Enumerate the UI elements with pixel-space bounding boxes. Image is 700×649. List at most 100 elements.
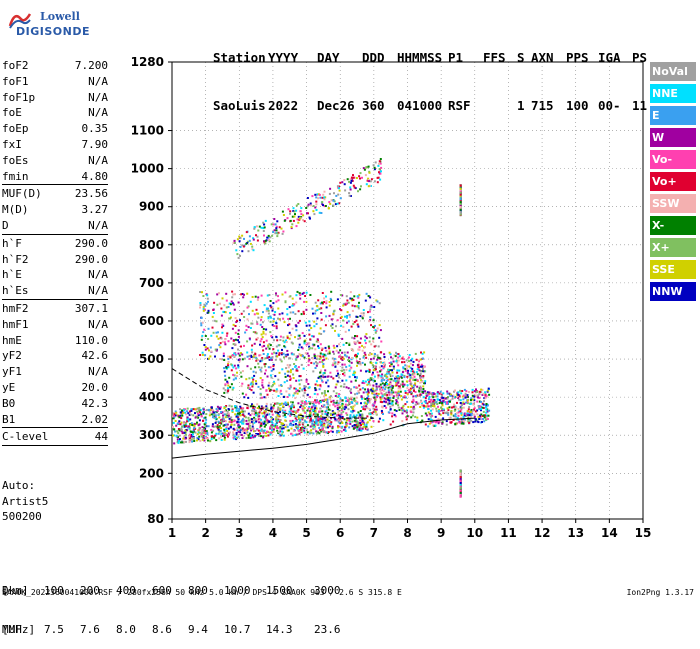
echo-dot [470, 410, 473, 413]
echo-dot [286, 353, 289, 356]
echo-dot [226, 435, 229, 438]
echo-dot [232, 378, 235, 381]
param-name: h`E [2, 268, 22, 282]
echo-dot [406, 392, 409, 395]
echo-dot [266, 353, 269, 356]
echo-dot [255, 382, 258, 385]
echo-dot [354, 371, 357, 374]
echo-dot [331, 410, 334, 413]
echo-dot [298, 421, 301, 424]
echo-dot [401, 371, 404, 374]
echo-dot [459, 480, 462, 483]
echo-dot [466, 420, 469, 423]
echo-dot [355, 315, 358, 318]
echo-dot [287, 370, 290, 373]
echo-dot [206, 294, 209, 297]
echo-dot [459, 213, 462, 215]
echo-dot [279, 403, 282, 406]
echo-dot [351, 425, 354, 428]
echo-dot [310, 408, 312, 411]
echo-dot [403, 410, 406, 413]
param-value: 44 [94, 430, 108, 444]
echo-dot [240, 293, 243, 296]
echo-dot [216, 405, 219, 408]
echo-dot [261, 345, 264, 348]
echo-dot [215, 411, 217, 413]
echo-dot [212, 425, 215, 428]
echo-dot [235, 367, 238, 370]
echo-dot [459, 206, 462, 209]
echo-dot [368, 369, 371, 372]
echo-dot [380, 170, 382, 173]
echo-dot [224, 338, 227, 341]
echo-dot [334, 405, 337, 408]
echo-dot [311, 425, 314, 428]
echo-dot [459, 184, 462, 187]
echo-dot [318, 410, 321, 413]
echo-dot [228, 317, 231, 320]
echo-dot [320, 415, 322, 418]
echo-dot [472, 403, 475, 406]
echo-dot [233, 239, 236, 242]
echo-dot [354, 426, 356, 429]
echo-dot [378, 162, 380, 165]
echo-dot [354, 353, 357, 356]
echo-dot [261, 412, 264, 415]
echo-dot [243, 415, 246, 418]
echo-dot [270, 316, 272, 319]
echo-dot [338, 343, 341, 346]
echo-dot [460, 413, 463, 416]
echo-dot [332, 313, 335, 316]
echo-dot [278, 371, 281, 374]
echo-dot [321, 348, 323, 351]
echo-dot [265, 310, 268, 313]
echo-dot [241, 410, 244, 413]
echo-dot [459, 487, 462, 490]
echo-dot [442, 398, 445, 401]
echo-dot [459, 186, 462, 189]
echo-dot [292, 430, 295, 432]
echo-dot [183, 422, 186, 425]
echo-dot [305, 291, 308, 294]
echo-dot [457, 408, 460, 410]
echo-dot [328, 314, 331, 317]
echo-dot [356, 425, 359, 428]
param-name: h`F2 [2, 252, 29, 266]
echo-dot [272, 223, 275, 226]
echo-dot [341, 417, 344, 420]
echo-dot [252, 406, 255, 409]
echo-dot [188, 426, 191, 429]
echo-dot [419, 388, 422, 391]
echo-dot [377, 176, 380, 179]
echo-dot [419, 374, 421, 377]
echo-dot [224, 413, 227, 416]
echo-dot [351, 177, 354, 180]
echo-dot [459, 475, 462, 478]
echo-dot [353, 305, 356, 308]
echo-dot [350, 410, 353, 413]
echo-dot [327, 345, 330, 348]
echo-dot [484, 396, 487, 399]
echo-dot [372, 403, 375, 406]
echo-dot [424, 405, 427, 408]
echo-dot [480, 407, 483, 410]
echo-dot [459, 193, 462, 196]
echo-dot [455, 395, 458, 398]
echo-dot [346, 178, 349, 181]
echo-dot [373, 380, 376, 383]
echo-dot [426, 405, 429, 408]
echo-dot [333, 357, 336, 360]
echo-dot [306, 416, 309, 419]
echo-dot [280, 384, 283, 387]
echo-dot [300, 428, 303, 431]
echo-dot [366, 399, 369, 402]
echo-dot [441, 396, 444, 399]
echo-dot [340, 399, 342, 402]
echo-dot [272, 407, 275, 410]
echo-dot [353, 409, 356, 412]
echo-dot [238, 426, 241, 429]
echo-dot [230, 421, 233, 424]
echo-dot [265, 414, 267, 417]
param-name: D [2, 218, 9, 232]
echo-dot [302, 416, 304, 419]
